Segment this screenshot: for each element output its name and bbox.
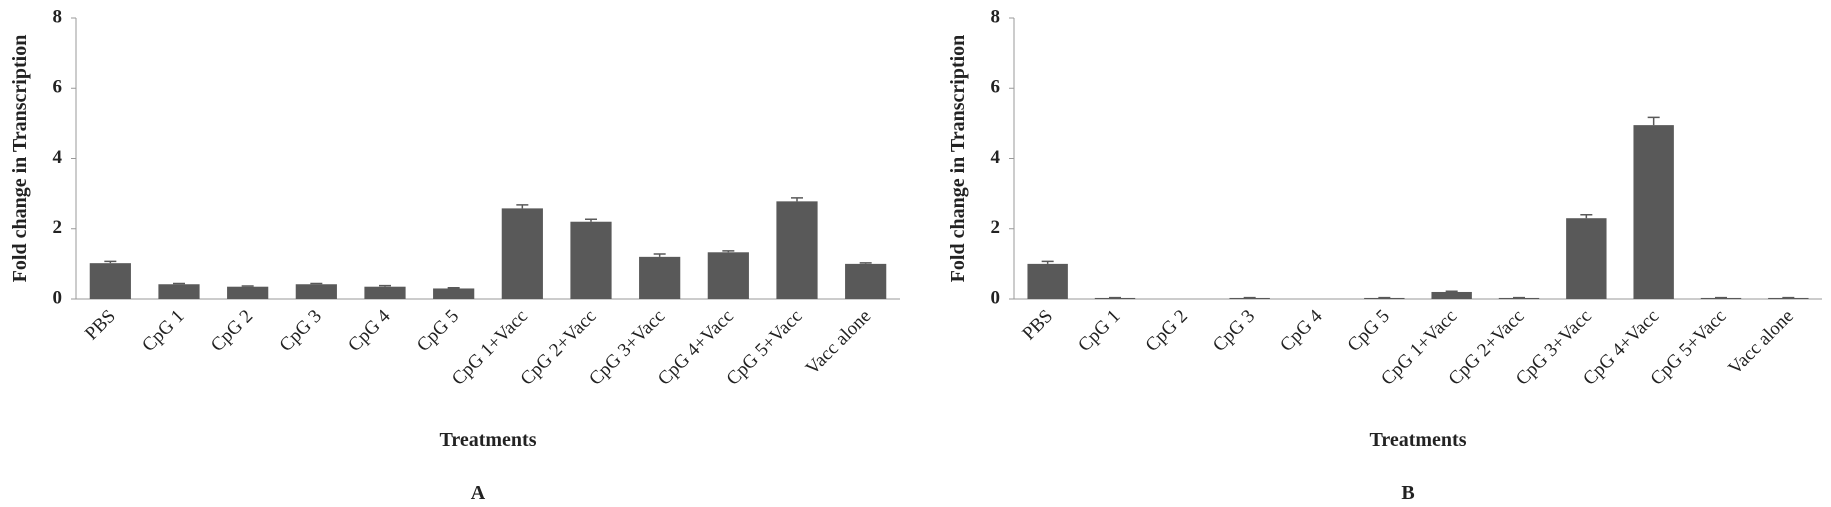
bar bbox=[364, 286, 406, 299]
error-bar bbox=[379, 284, 391, 287]
y-tick-label: 4 bbox=[991, 147, 1001, 168]
error-bar bbox=[791, 197, 803, 202]
x-tick-label: PBS bbox=[81, 306, 120, 345]
error-bar bbox=[1580, 213, 1593, 219]
error-bar bbox=[310, 282, 323, 285]
bar bbox=[1768, 297, 1809, 299]
error-bar bbox=[516, 204, 529, 209]
y-axis-title: Fold change in Transcription bbox=[9, 35, 31, 283]
y-tick-label: 2 bbox=[991, 217, 1001, 238]
bar bbox=[1364, 297, 1405, 299]
x-tick-label: CpG 3 bbox=[1209, 306, 1259, 356]
x-tick-label: Vacc alone bbox=[1724, 306, 1797, 379]
panel-label: A bbox=[471, 482, 486, 504]
x-tick-label: CpG 4 bbox=[344, 305, 395, 356]
error-bar bbox=[173, 282, 185, 285]
x-tick-label: CpG 5 bbox=[413, 306, 463, 356]
y-tick-label: 6 bbox=[53, 77, 63, 98]
x-axis-title: Treatments bbox=[1369, 429, 1466, 451]
y-axis-title: Fold change in Transcription bbox=[947, 35, 969, 283]
bar bbox=[570, 221, 612, 299]
bar bbox=[776, 201, 818, 299]
y-tick-label: 8 bbox=[53, 6, 63, 27]
x-axis-title: Treatments bbox=[439, 429, 536, 451]
bar bbox=[227, 286, 269, 299]
y-tick-label: 2 bbox=[53, 217, 63, 238]
error-bar bbox=[1041, 260, 1054, 264]
x-tick-label: Vacc alone bbox=[802, 306, 875, 379]
error-bar bbox=[447, 287, 460, 289]
bar bbox=[845, 263, 887, 299]
bar bbox=[707, 252, 749, 299]
x-tick-label: CpG 5 bbox=[1344, 306, 1394, 356]
bar bbox=[1700, 297, 1742, 299]
y-tick-label: 8 bbox=[991, 6, 1001, 27]
bar bbox=[1633, 125, 1674, 299]
bar bbox=[1229, 297, 1270, 299]
bar bbox=[1094, 297, 1136, 299]
x-tick-label: CpG 1 bbox=[138, 306, 188, 356]
bar bbox=[295, 284, 337, 299]
error-bar bbox=[1647, 116, 1660, 126]
bar bbox=[639, 256, 681, 299]
bar bbox=[1027, 263, 1068, 299]
x-tick-label: CpG 2 bbox=[1142, 306, 1192, 356]
x-tick-label: CpG 3 bbox=[276, 306, 326, 356]
x-tick-label: CpG 1 bbox=[1074, 306, 1124, 356]
x-tick-label: CpG 4 bbox=[1276, 305, 1327, 356]
panel-label: B bbox=[1401, 482, 1414, 504]
bar bbox=[501, 208, 543, 299]
error-bar bbox=[859, 262, 872, 264]
x-tick-label: CpG 2 bbox=[207, 306, 257, 356]
bar bbox=[433, 288, 475, 299]
bar bbox=[1498, 297, 1540, 299]
bar bbox=[1431, 291, 1472, 299]
y-tick-label: 6 bbox=[991, 77, 1001, 98]
error-bar bbox=[1445, 290, 1458, 293]
error-bar bbox=[241, 285, 254, 287]
error-bar bbox=[104, 260, 117, 264]
y-tick-label: 0 bbox=[991, 287, 1001, 308]
bar bbox=[1566, 218, 1607, 299]
error-bar bbox=[585, 218, 597, 222]
bar bbox=[89, 263, 131, 299]
y-tick-label: 4 bbox=[53, 147, 63, 168]
x-tick-label: PBS bbox=[1018, 306, 1057, 345]
error-bar bbox=[653, 253, 666, 257]
error-bar bbox=[722, 250, 735, 253]
bar bbox=[158, 284, 200, 299]
y-tick-label: 0 bbox=[53, 287, 63, 308]
